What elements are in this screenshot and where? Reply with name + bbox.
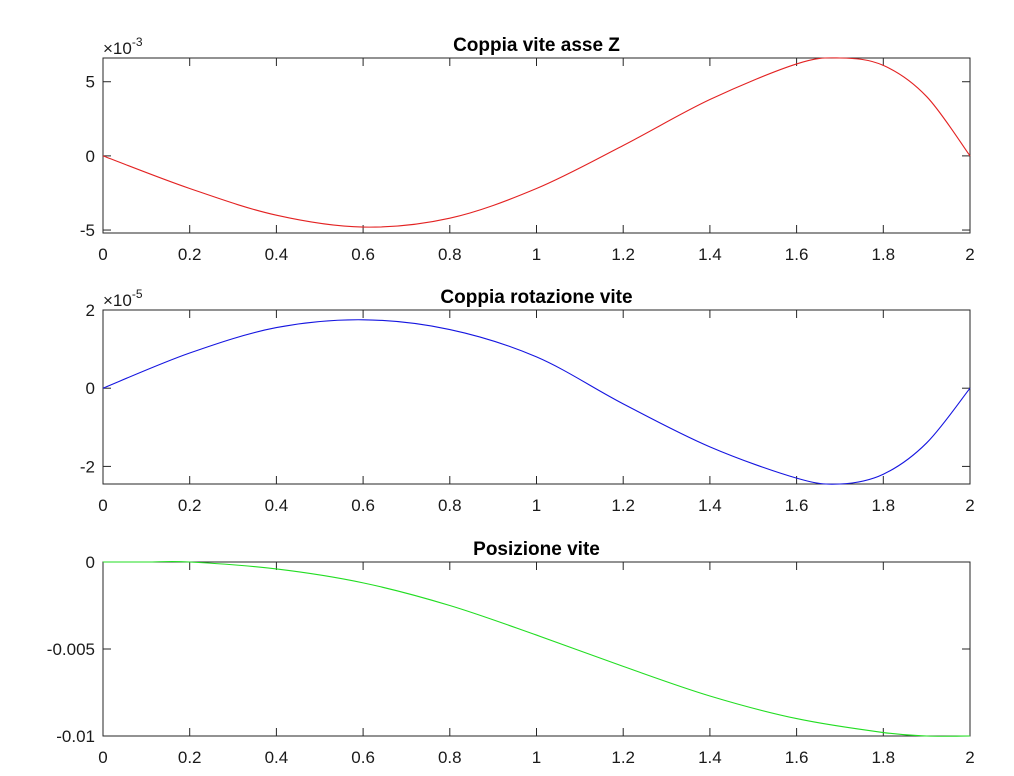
x-tick-label: 1.4	[698, 496, 722, 515]
x-tick-label: 1	[532, 496, 541, 515]
y-exponent-power: -3	[132, 35, 143, 49]
x-tick-label: 0.6	[351, 748, 375, 767]
y-tick-label: 2	[86, 301, 95, 320]
x-tick-label: 0	[98, 496, 107, 515]
x-tick-label: 1.2	[611, 245, 635, 264]
x-tick-label: 0.2	[178, 496, 202, 515]
y-tick-label: 0	[86, 147, 95, 166]
x-tick-label: 1.2	[611, 748, 635, 767]
y-tick-label: -2	[80, 457, 95, 476]
x-tick-label: 0.8	[438, 245, 462, 264]
y-tick-label: 0	[86, 553, 95, 572]
subplot-coppia-vite-asse-z: Coppia vite asse Z ×10-3 0 0.2 0.4 0.6 0.8 1 1…	[80, 35, 975, 264]
y-exponent-power: -5	[132, 287, 143, 301]
x-tick-label: 0	[98, 748, 107, 767]
x-tick-label: 1.4	[698, 245, 722, 264]
y-tick-label: 5	[86, 73, 95, 92]
subplot-title: Posizione vite	[473, 539, 600, 560]
x-tick-label: 2	[965, 245, 974, 264]
x-tick-label: 0.2	[178, 245, 202, 264]
y-exponent-label: ×10-5	[103, 287, 143, 310]
x-tick-label: 1.8	[871, 496, 895, 515]
x-tick-label: 0.6	[351, 496, 375, 515]
x-tick-label: 2	[965, 496, 974, 515]
y-tick-label: -0.005	[47, 640, 95, 659]
x-tick-label: 0.8	[438, 496, 462, 515]
y-tick-label: -0.01	[56, 727, 95, 746]
series-line	[102, 57, 971, 228]
y-exponent-base: ×10	[103, 291, 132, 310]
series-line	[103, 560, 971, 737]
x-tick-label: 0.4	[265, 748, 289, 767]
x-tick-label: 1.4	[698, 748, 722, 767]
x-tick-label: 1.6	[785, 748, 809, 767]
subplot-coppia-rotazione-vite: Coppia rotazione vite ×10-5 0 0.2 0.4 0.6 0.…	[80, 287, 975, 515]
x-tick-label: 0.2	[178, 748, 202, 767]
subplot-title: Coppia rotazione vite	[440, 287, 632, 308]
x-tick-label: 2	[965, 748, 974, 767]
x-tick-label: 0.8	[438, 748, 462, 767]
subplot-posizione-vite: Posizione vite 0 0.2 0.4 0.6 0.8 1 1.2 1.4 1.6 1.…	[47, 539, 975, 767]
x-tick-label: 0.6	[351, 245, 375, 264]
x-tick-label: 1.6	[785, 496, 809, 515]
x-tick-label: 0.4	[265, 245, 289, 264]
y-tick-label: 0	[86, 379, 95, 398]
x-tick-label: 1.8	[871, 748, 895, 767]
x-tick-label: 0	[98, 245, 107, 264]
series-line	[102, 319, 971, 485]
x-tick-label: 1.8	[871, 245, 895, 264]
y-tick-label: -5	[80, 221, 95, 240]
x-tick-label: 1	[532, 748, 541, 767]
y-exponent-label: ×10-3	[103, 35, 143, 58]
x-tick-label: 1.6	[785, 245, 809, 264]
x-tick-label: 1.2	[611, 496, 635, 515]
x-tick-label: 0.4	[265, 496, 289, 515]
x-tick-label: 1	[532, 245, 541, 264]
subplot-title: Coppia vite asse Z	[453, 35, 620, 56]
y-exponent-base: ×10	[103, 39, 132, 58]
